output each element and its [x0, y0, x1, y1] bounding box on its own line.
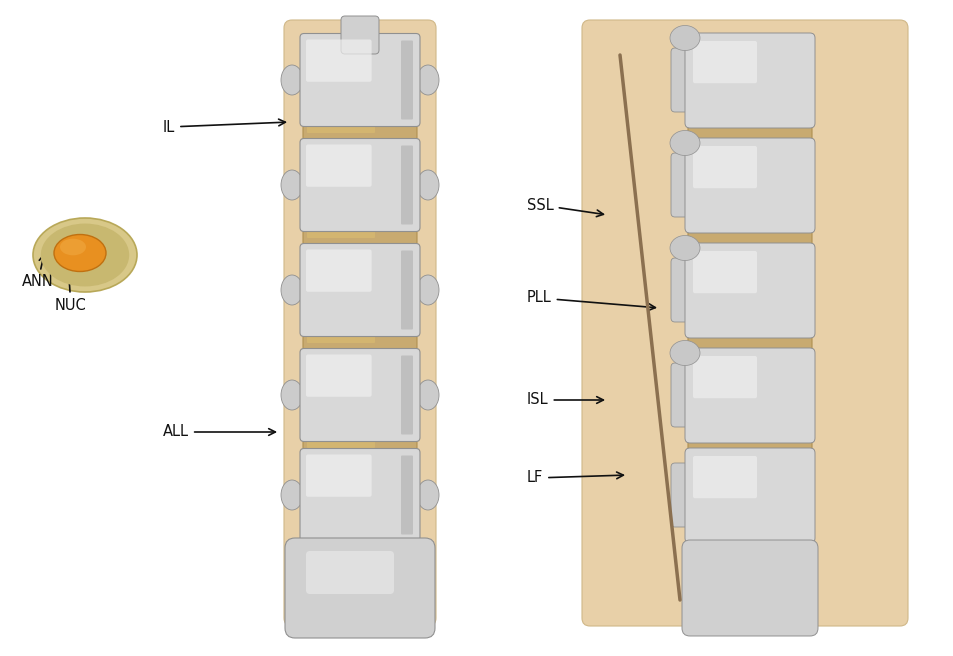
Ellipse shape [416, 275, 438, 305]
FancyBboxPatch shape [687, 221, 811, 253]
FancyBboxPatch shape [285, 538, 435, 638]
FancyBboxPatch shape [400, 455, 413, 535]
FancyBboxPatch shape [340, 16, 378, 54]
Ellipse shape [60, 239, 86, 255]
Text: PLL: PLL [526, 291, 655, 310]
FancyBboxPatch shape [306, 354, 372, 397]
Text: ANN: ANN [22, 255, 53, 289]
Ellipse shape [669, 26, 700, 51]
Ellipse shape [281, 380, 303, 410]
FancyBboxPatch shape [670, 258, 699, 322]
Ellipse shape [416, 65, 438, 95]
Text: SSL: SSL [526, 197, 603, 216]
FancyBboxPatch shape [670, 48, 699, 112]
Ellipse shape [54, 234, 106, 272]
FancyBboxPatch shape [692, 146, 757, 188]
Ellipse shape [281, 275, 303, 305]
FancyBboxPatch shape [306, 39, 372, 82]
Ellipse shape [281, 65, 303, 95]
FancyBboxPatch shape [307, 119, 375, 133]
FancyBboxPatch shape [670, 153, 699, 217]
Ellipse shape [281, 480, 303, 510]
Ellipse shape [281, 170, 303, 200]
Ellipse shape [416, 380, 438, 410]
FancyBboxPatch shape [284, 20, 436, 626]
Ellipse shape [669, 131, 700, 155]
FancyBboxPatch shape [687, 116, 811, 148]
FancyBboxPatch shape [684, 348, 814, 443]
FancyBboxPatch shape [681, 540, 817, 636]
FancyBboxPatch shape [306, 249, 372, 292]
FancyBboxPatch shape [670, 363, 699, 427]
FancyBboxPatch shape [400, 251, 413, 329]
FancyBboxPatch shape [692, 356, 757, 398]
Text: ALL: ALL [163, 424, 275, 440]
Ellipse shape [416, 170, 438, 200]
FancyBboxPatch shape [303, 431, 416, 465]
FancyBboxPatch shape [687, 326, 811, 358]
Ellipse shape [33, 218, 137, 292]
FancyBboxPatch shape [299, 348, 419, 441]
FancyBboxPatch shape [684, 243, 814, 338]
FancyBboxPatch shape [670, 463, 699, 527]
FancyBboxPatch shape [400, 356, 413, 434]
FancyBboxPatch shape [307, 329, 375, 343]
FancyBboxPatch shape [400, 146, 413, 224]
Ellipse shape [41, 224, 129, 287]
Text: ISL: ISL [526, 392, 602, 407]
FancyBboxPatch shape [299, 243, 419, 337]
Text: IL: IL [163, 119, 285, 134]
FancyBboxPatch shape [400, 41, 413, 119]
FancyBboxPatch shape [692, 456, 757, 499]
FancyBboxPatch shape [306, 551, 394, 594]
FancyBboxPatch shape [692, 41, 757, 83]
FancyBboxPatch shape [684, 448, 814, 543]
FancyBboxPatch shape [299, 138, 419, 232]
Text: LF: LF [526, 470, 622, 485]
FancyBboxPatch shape [303, 116, 416, 150]
FancyBboxPatch shape [299, 33, 419, 127]
FancyBboxPatch shape [306, 533, 414, 555]
Text: NUC: NUC [55, 266, 87, 312]
FancyBboxPatch shape [303, 221, 416, 255]
FancyBboxPatch shape [581, 20, 907, 626]
Ellipse shape [416, 480, 438, 510]
FancyBboxPatch shape [692, 251, 757, 293]
FancyBboxPatch shape [307, 434, 375, 448]
FancyBboxPatch shape [306, 455, 372, 497]
FancyBboxPatch shape [684, 33, 814, 128]
FancyBboxPatch shape [687, 530, 811, 552]
Ellipse shape [669, 236, 700, 260]
Ellipse shape [669, 340, 700, 365]
FancyBboxPatch shape [299, 449, 419, 541]
FancyBboxPatch shape [306, 144, 372, 187]
FancyBboxPatch shape [307, 224, 375, 238]
FancyBboxPatch shape [684, 138, 814, 233]
FancyBboxPatch shape [687, 431, 811, 463]
FancyBboxPatch shape [303, 326, 416, 360]
